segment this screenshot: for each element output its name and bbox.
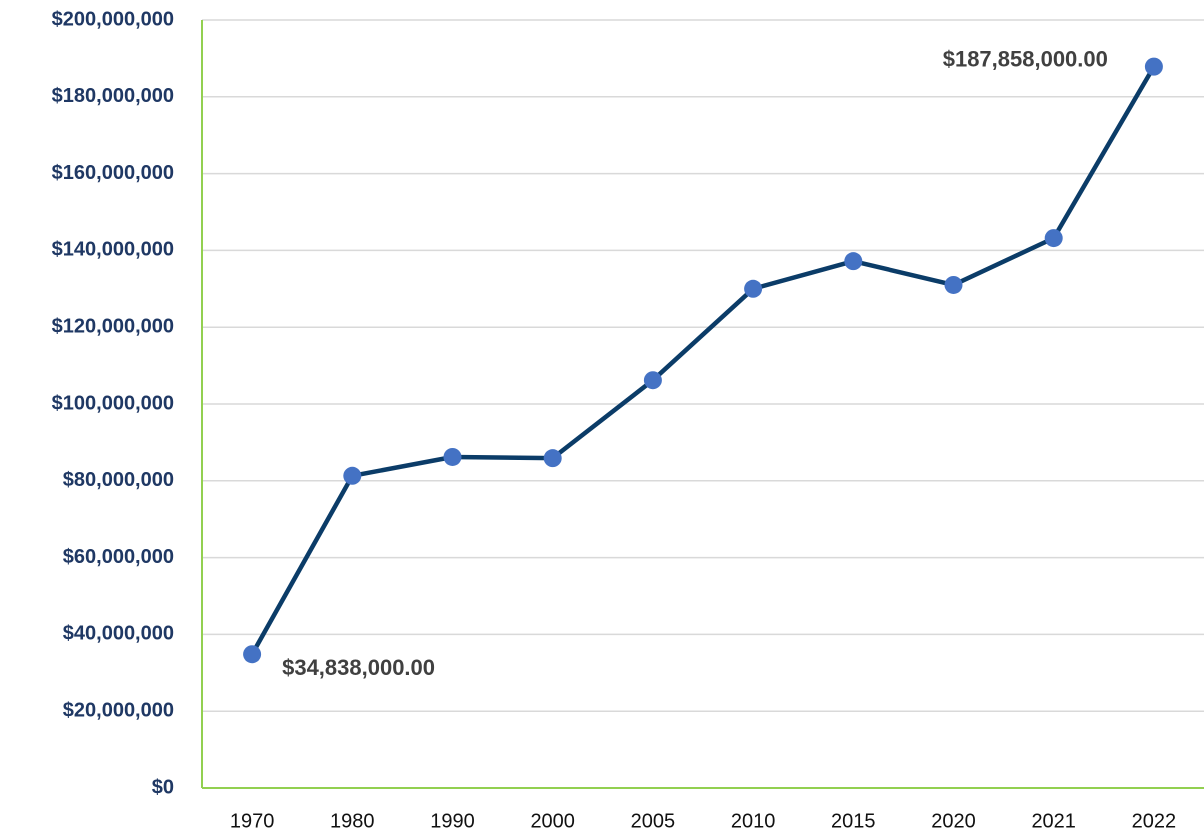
marker xyxy=(844,252,863,271)
y-tick-label: $100,000,000 xyxy=(52,392,174,414)
y-tick-label: $40,000,000 xyxy=(63,623,174,645)
x-tick-label: 2021 xyxy=(1031,810,1076,832)
marker xyxy=(744,279,763,298)
marker xyxy=(643,371,662,390)
data-label: $34,838,000.00 xyxy=(282,655,435,680)
x-tick-label: 1990 xyxy=(430,810,475,832)
x-tick-label: 2020 xyxy=(931,810,976,832)
x-tick-label: 1980 xyxy=(330,810,375,832)
x-tick-label: 2000 xyxy=(530,810,575,832)
marker xyxy=(443,447,462,466)
marker xyxy=(243,645,262,664)
x-tick-label: 2015 xyxy=(831,810,876,832)
y-tick-label: $200,000,000 xyxy=(52,8,174,30)
marker xyxy=(543,449,562,468)
y-tick-label: $140,000,000 xyxy=(52,239,174,261)
marker xyxy=(1044,229,1063,248)
y-tick-label: $20,000,000 xyxy=(63,699,174,721)
y-tick-label: $60,000,000 xyxy=(63,546,174,568)
x-tick-label: 2022 xyxy=(1132,810,1177,832)
y-tick-label: $120,000,000 xyxy=(52,315,174,337)
x-tick-label: 2010 xyxy=(731,810,776,832)
line xyxy=(250,65,1156,656)
y-tick-label: $180,000,000 xyxy=(52,85,174,107)
y-tick-label: $160,000,000 xyxy=(52,162,174,184)
marker xyxy=(343,466,362,485)
x-tick-label: 1970 xyxy=(230,810,275,832)
marker xyxy=(944,275,963,294)
marker xyxy=(1144,57,1163,76)
data-label: $187,858,000.00 xyxy=(943,46,1108,71)
y-tick-label: $0 xyxy=(152,776,174,798)
x-tick-label: 2005 xyxy=(631,810,676,832)
y-tick-label: $80,000,000 xyxy=(63,469,174,491)
